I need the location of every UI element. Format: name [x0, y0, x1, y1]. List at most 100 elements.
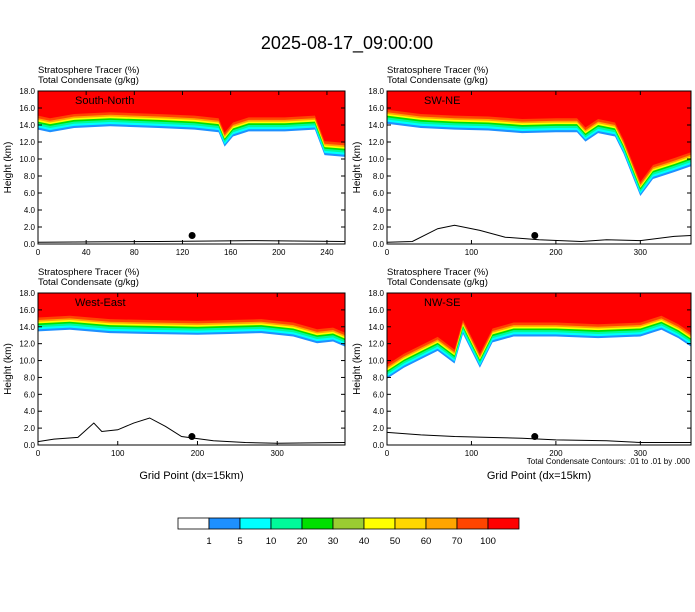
panel-header-line: Stratosphere Tracer (%) [38, 65, 139, 76]
x-tick-label: 100 [465, 248, 479, 257]
tracer-field [38, 91, 345, 243]
location-marker [188, 433, 196, 441]
x-tick-label: 80 [130, 248, 139, 257]
y-tick-label: 8.0 [373, 172, 385, 181]
x-axis-label: Grid Point (dx=15km) [139, 470, 243, 482]
y-tick-label: 4.0 [373, 407, 385, 416]
terrain-contour [387, 224, 691, 243]
y-tick-label: 12.0 [368, 138, 384, 147]
colorbar-box-5 [332, 517, 365, 530]
x-tick-label: 40 [82, 248, 91, 257]
colorbar-box-3 [270, 517, 303, 530]
x-tick-label: 200 [191, 449, 205, 458]
y-tick-label: 16.0 [19, 104, 35, 113]
panel-1: Stratosphere Tracer (%)Total Condensate … [352, 65, 692, 257]
colorbar-box-1 [208, 517, 241, 530]
y-tick-label: 4.0 [373, 206, 385, 215]
x-tick-label: 0 [36, 248, 41, 257]
panel-label: West-East [75, 297, 126, 309]
colorbar-box-8 [425, 517, 458, 530]
tracer-field [387, 293, 691, 443]
y-tick-label: 8.0 [373, 373, 385, 382]
colorbar-box-6 [363, 517, 396, 530]
location-marker [531, 232, 539, 239]
y-axis-label: Height (km) [352, 343, 363, 395]
y-tick-label: 14.0 [19, 323, 35, 332]
y-tick-label: 16.0 [19, 306, 35, 315]
panel-header-line: Stratosphere Tracer (%) [387, 65, 488, 76]
x-tick-label: 0 [36, 449, 41, 458]
x-tick-label: 300 [634, 248, 648, 257]
colorbar-box-0 [177, 517, 210, 530]
panel-2: Stratosphere Tracer (%)Total Condensate … [3, 267, 346, 482]
y-tick-label: 8.0 [24, 373, 36, 382]
y-tick-label: 18.0 [368, 87, 384, 96]
panel-header-line: Total Condensate (g/kg) [38, 75, 139, 86]
y-tick-label: 10.0 [368, 357, 384, 366]
panel-header-line: Total Condensate (g/kg) [387, 75, 488, 86]
y-tick-label: 6.0 [373, 189, 385, 198]
plot-frame [37, 90, 346, 245]
x-tick-label: 200 [272, 248, 286, 257]
colorbar-box-10 [487, 517, 520, 530]
y-tick-label: 14.0 [19, 121, 35, 130]
y-tick-label: 10.0 [368, 155, 384, 164]
colorbar-label: 70 [452, 536, 463, 547]
y-tick-label: 4.0 [24, 206, 36, 215]
panel-header-line: Total Condensate (g/kg) [38, 277, 139, 288]
x-tick-label: 100 [465, 449, 479, 458]
y-axis-label: Height (km) [352, 142, 363, 194]
tracer-field [38, 293, 345, 444]
y-axis-label: Height (km) [3, 142, 14, 194]
colorbar-box-2 [239, 517, 272, 530]
x-tick-label: 300 [634, 449, 648, 458]
colorbar-label: 10 [266, 536, 277, 547]
terrain-contour [38, 240, 345, 243]
y-tick-label: 12.0 [19, 340, 35, 349]
location-marker [188, 232, 196, 239]
y-tick-label: 8.0 [24, 172, 36, 181]
y-axis-label: Height (km) [3, 343, 14, 395]
colorbar-label: 40 [359, 536, 370, 547]
colorbar-legend: 1 5 10 20 30 40 50 60 70 100 [177, 517, 520, 547]
colorbar-box-7 [394, 517, 427, 530]
y-tick-label: 18.0 [19, 289, 35, 298]
colorbar-label: 20 [297, 536, 308, 547]
y-tick-label: 2.0 [24, 424, 36, 433]
panel-label: SW-NE [424, 95, 460, 107]
colorbar-label: 50 [390, 536, 401, 547]
tracer-band-7 [38, 293, 345, 333]
y-tick-label: 16.0 [368, 104, 384, 113]
panel-3: Stratosphere Tracer (%)Total Condensate … [352, 267, 692, 482]
panel-header-line: Total Condensate (g/kg) [387, 277, 488, 288]
plot-frame [386, 90, 692, 245]
figure-title: 2025-08-17_09:00:00 [261, 33, 433, 54]
y-tick-label: 18.0 [368, 289, 384, 298]
colorbar-label: 1 [206, 536, 211, 547]
y-tick-label: 0.0 [373, 240, 385, 249]
panel-label: South-North [75, 95, 134, 107]
panel-header-line: Stratosphere Tracer (%) [387, 267, 488, 278]
x-tick-label: 160 [224, 248, 238, 257]
y-tick-label: 0.0 [373, 441, 385, 450]
y-tick-label: 10.0 [19, 357, 35, 366]
plot-frame [386, 292, 692, 446]
tracer-band-7 [387, 91, 691, 182]
y-tick-label: 12.0 [19, 138, 35, 147]
y-tick-label: 2.0 [24, 223, 36, 232]
y-tick-label: 0.0 [24, 240, 36, 249]
colorbar-box-4 [301, 517, 334, 530]
tracer-field [387, 91, 691, 243]
colorbar-label: 5 [237, 536, 242, 547]
y-tick-label: 4.0 [24, 407, 36, 416]
y-tick-label: 2.0 [373, 223, 385, 232]
x-axis-label: Grid Point (dx=15km) [487, 470, 591, 482]
tracer-band-7 [38, 91, 345, 143]
panel-0: Stratosphere Tracer (%)Total Condensate … [3, 65, 346, 257]
panel-label: NW-SE [424, 297, 460, 309]
y-tick-label: 6.0 [24, 390, 36, 399]
y-tick-label: 16.0 [368, 306, 384, 315]
x-tick-label: 200 [549, 248, 563, 257]
colorbar-label: 60 [421, 536, 432, 547]
x-tick-label: 0 [385, 248, 390, 257]
